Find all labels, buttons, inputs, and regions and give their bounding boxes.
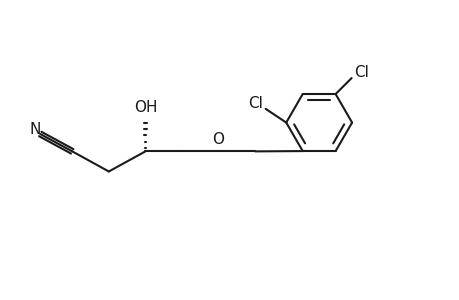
Text: Cl: Cl: [353, 65, 368, 80]
Text: Cl: Cl: [247, 96, 263, 111]
Text: N: N: [29, 122, 40, 137]
Text: O: O: [212, 132, 224, 147]
Text: OH: OH: [134, 100, 157, 116]
